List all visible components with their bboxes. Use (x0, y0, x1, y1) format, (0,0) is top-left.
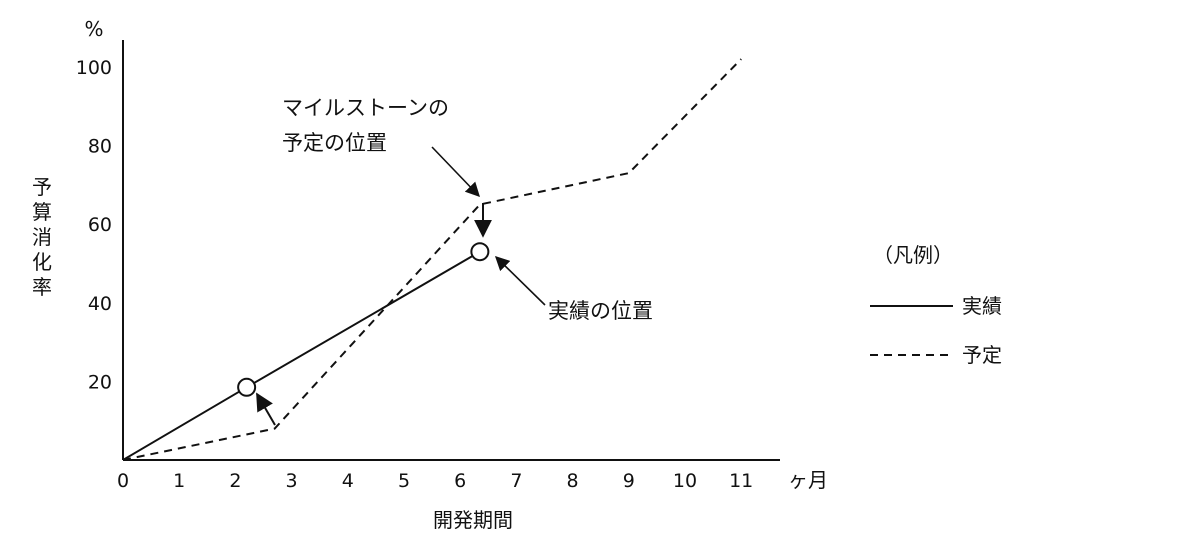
milestone-annotation-line-1: マイルストーンの (282, 96, 449, 120)
x-axis-label: 開発期間 (433, 508, 513, 532)
y-unit-label: % (84, 17, 103, 41)
y-tick-label: 100 (76, 57, 112, 79)
planned-series-line (122, 58, 742, 461)
y-tick-label: 40 (88, 293, 112, 315)
actual-point-marker (237, 377, 257, 397)
x-tick-label: 11 (729, 470, 753, 492)
y-tick-label: 80 (88, 136, 112, 158)
x-tick-label: 5 (398, 470, 410, 492)
actual-point-marker (470, 242, 490, 262)
x-tick-label: 1 (173, 470, 185, 492)
early-gap-arrow (256, 392, 276, 426)
actual-series-line (122, 250, 481, 461)
milestone-annotation-line-2: 予定の位置 (282, 131, 387, 155)
x-tick-label: 8 (567, 470, 579, 492)
x-tick-label: 9 (623, 470, 635, 492)
legend-label-planned: 予定 (962, 343, 1002, 367)
x-tick-label: 4 (342, 470, 354, 492)
y-tick-labels: 20 40 60 80 100 (76, 57, 112, 393)
actual-annotation-arrow (494, 255, 546, 306)
x-tick-label: 3 (286, 470, 298, 492)
milestone-annotation-arrow (431, 146, 480, 198)
actual-annotation: 実績の位置 (256, 255, 653, 426)
x-tick-label: 6 (454, 470, 466, 492)
x-tick-label: 10 (673, 470, 697, 492)
milestone-annotation: マイルストーンの 予定の位置 (282, 96, 492, 238)
legend-label-actual: 実績 (962, 294, 1002, 318)
y-tick-label: 60 (88, 214, 112, 236)
x-tick-label: 7 (510, 470, 522, 492)
x-tick-labels: 0 1 2 3 4 5 6 7 8 9 10 11 (117, 470, 753, 492)
marker-layer (237, 242, 490, 397)
legend-title: （凡例） (873, 243, 953, 267)
x-unit-label: ヶ月 (788, 468, 828, 492)
x-tick-label: 0 (117, 470, 129, 492)
x-tick-label: 2 (229, 470, 241, 492)
y-axis-label: 予算消化率 (32, 175, 52, 299)
y-tick-label: 20 (88, 371, 112, 393)
actual-annotation-text: 実績の位置 (548, 299, 653, 323)
legend: （凡例） 実績 予定 (870, 243, 1002, 367)
